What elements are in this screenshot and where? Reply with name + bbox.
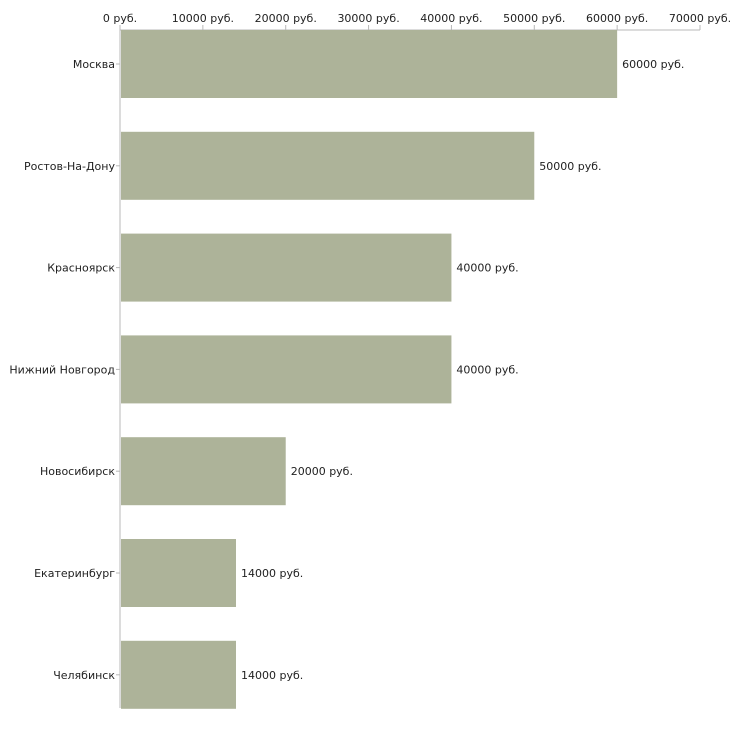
value-label: 50000 руб. (539, 160, 601, 173)
x-tick-label: 60000 руб. (586, 12, 648, 25)
bar-6 (121, 640, 236, 709)
x-tick-label: 50000 руб. (503, 12, 565, 25)
x-tick-label: 30000 руб. (337, 12, 399, 25)
x-tick-label: 40000 руб. (420, 12, 482, 25)
bar-5 (121, 539, 236, 607)
value-label: 14000 руб. (241, 669, 303, 682)
value-label: 20000 руб. (291, 465, 353, 478)
x-tick-label: 0 руб. (103, 12, 137, 25)
bar-0 (121, 30, 618, 98)
category-label: Красноярск (47, 262, 115, 275)
bar-4 (121, 437, 286, 506)
value-label: 40000 руб. (456, 262, 518, 275)
x-tick-label: 10000 руб. (172, 12, 234, 25)
value-label: 40000 руб. (456, 363, 518, 376)
category-label: Екатеринбург (34, 567, 115, 580)
category-label: Челябинск (53, 669, 115, 682)
x-tick-label: 70000 руб. (669, 12, 730, 25)
category-label: Нижний Новгород (9, 363, 115, 376)
bar-1 (121, 131, 535, 200)
bar-3 (121, 335, 452, 404)
category-label: Новосибирск (40, 465, 115, 478)
value-label: 60000 руб. (622, 58, 684, 71)
category-label: Москва (73, 58, 115, 71)
value-label: 14000 руб. (241, 567, 303, 580)
category-label: Ростов-На-Дону (24, 160, 115, 173)
bar-2 (121, 233, 452, 302)
x-tick-label: 20000 руб. (255, 12, 317, 25)
